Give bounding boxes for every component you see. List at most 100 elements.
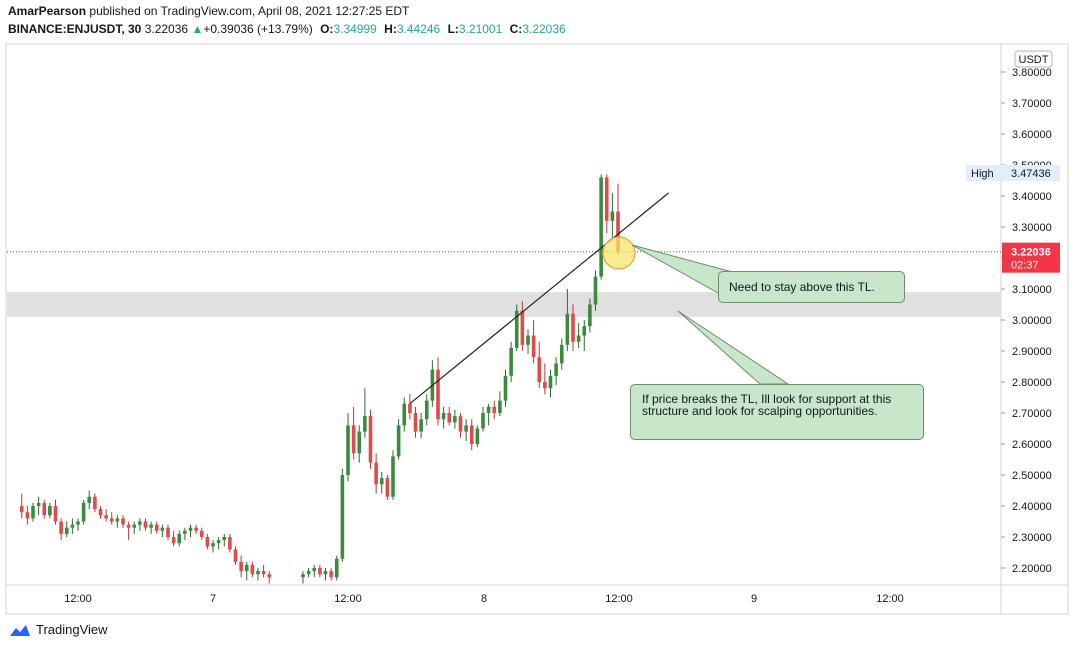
- candle-body[interactable]: [109, 518, 114, 522]
- candle-body[interactable]: [503, 375, 508, 401]
- candle-body[interactable]: [250, 564, 255, 575]
- candle-body[interactable]: [492, 406, 497, 413]
- candle-body[interactable]: [205, 537, 210, 547]
- candle-body[interactable]: [419, 419, 423, 432]
- candle-body[interactable]: [559, 344, 564, 364]
- candle-body[interactable]: [171, 537, 176, 544]
- candle-body[interactable]: [42, 502, 47, 516]
- candle-body[interactable]: [261, 571, 266, 575]
- candle-body[interactable]: [469, 425, 474, 444]
- candle-body[interactable]: [576, 335, 581, 342]
- callout-support[interactable]: If price breaks the TL, Ill look for sup…: [630, 384, 924, 440]
- candle-body[interactable]: [31, 506, 35, 519]
- candle-body[interactable]: [481, 413, 485, 429]
- candle-body[interactable]: [346, 425, 350, 475]
- candle-body[interactable]: [211, 543, 215, 547]
- trendline[interactable]: [409, 192, 670, 405]
- candle-body[interactable]: [318, 568, 322, 575]
- candle-body[interactable]: [25, 512, 30, 519]
- candle-body[interactable]: [520, 310, 525, 345]
- candle-body[interactable]: [312, 568, 317, 572]
- candle-body[interactable]: [374, 462, 378, 485]
- candle-body[interactable]: [70, 524, 75, 528]
- candle-body[interactable]: [458, 416, 463, 432]
- candle-body[interactable]: [81, 502, 86, 522]
- candle-body[interactable]: [256, 571, 260, 575]
- candle-body[interactable]: [154, 524, 159, 531]
- callout-trendline[interactable]: Need to stay above this TL.: [718, 271, 905, 303]
- candle-body[interactable]: [351, 425, 356, 454]
- candle-body[interactable]: [548, 375, 553, 389]
- candle-body[interactable]: [59, 521, 63, 534]
- candle-body[interactable]: [228, 537, 232, 550]
- candle-body[interactable]: [267, 574, 272, 578]
- candle-body[interactable]: [244, 564, 249, 572]
- candle-body[interactable]: [599, 177, 603, 277]
- candle-body[interactable]: [166, 527, 170, 537]
- candle-body[interactable]: [464, 425, 468, 432]
- candle-body[interactable]: [413, 413, 418, 432]
- candle-body[interactable]: [582, 326, 587, 336]
- candle-body[interactable]: [436, 369, 440, 420]
- tradingview-logo[interactable]: TradingView: [8, 622, 108, 637]
- candle-body[interactable]: [188, 527, 193, 531]
- candle-body[interactable]: [216, 540, 221, 544]
- candle-body[interactable]: [441, 413, 446, 420]
- candle-body[interactable]: [498, 400, 502, 413]
- candle-body[interactable]: [93, 496, 97, 510]
- candle-body[interactable]: [379, 478, 384, 485]
- candle-body[interactable]: [424, 400, 429, 420]
- candle-body[interactable]: [36, 502, 41, 506]
- candle-body[interactable]: [138, 521, 142, 525]
- candle-body[interactable]: [233, 549, 238, 562]
- candle-body[interactable]: [537, 357, 542, 382]
- candle-body[interactable]: [385, 478, 390, 497]
- candle-body[interactable]: [19, 506, 24, 513]
- candle-body[interactable]: [301, 574, 305, 578]
- candle-body[interactable]: [391, 456, 395, 497]
- candle-body[interactable]: [132, 524, 137, 528]
- candle-body[interactable]: [183, 530, 187, 534]
- candle-body[interactable]: [604, 177, 609, 221]
- candle-body[interactable]: [149, 524, 153, 528]
- candle-body[interactable]: [334, 558, 339, 578]
- candle-body[interactable]: [363, 416, 367, 432]
- candle-body[interactable]: [531, 335, 536, 358]
- candle-body[interactable]: [565, 313, 570, 345]
- candle-body[interactable]: [126, 524, 131, 528]
- candle-body[interactable]: [402, 403, 407, 426]
- candle-body[interactable]: [329, 571, 333, 578]
- candle-body[interactable]: [340, 475, 345, 559]
- candle-body[interactable]: [87, 496, 92, 503]
- candle-body[interactable]: [222, 537, 227, 541]
- candle-body[interactable]: [143, 521, 148, 528]
- candle-body[interactable]: [323, 571, 328, 575]
- candle-body[interactable]: [408, 403, 412, 413]
- candle-body[interactable]: [121, 518, 125, 525]
- candle-body[interactable]: [115, 518, 120, 522]
- candle-body[interactable]: [514, 310, 519, 348]
- candle-body[interactable]: [64, 527, 69, 534]
- candle-body[interactable]: [509, 347, 513, 376]
- currency-box[interactable]: [1014, 50, 1053, 68]
- candle-body[interactable]: [616, 211, 620, 252]
- candle-body[interactable]: [194, 527, 198, 531]
- candle-body[interactable]: [76, 521, 80, 525]
- candle-body[interactable]: [357, 431, 362, 454]
- candle-body[interactable]: [453, 416, 457, 423]
- candle-body[interactable]: [447, 413, 452, 423]
- candle-body[interactable]: [53, 506, 58, 522]
- candle-body[interactable]: [239, 561, 243, 572]
- candle-body[interactable]: [475, 428, 480, 445]
- candle-body[interactable]: [177, 533, 182, 544]
- candle-body[interactable]: [396, 425, 401, 457]
- candle-body[interactable]: [48, 506, 52, 516]
- candle-body[interactable]: [610, 211, 615, 221]
- candle-body[interactable]: [104, 515, 108, 519]
- candle-body[interactable]: [160, 527, 165, 531]
- candle-body[interactable]: [368, 416, 373, 463]
- candle-body[interactable]: [571, 313, 575, 342]
- candle-body[interactable]: [554, 363, 558, 376]
- candle-body[interactable]: [486, 406, 491, 413]
